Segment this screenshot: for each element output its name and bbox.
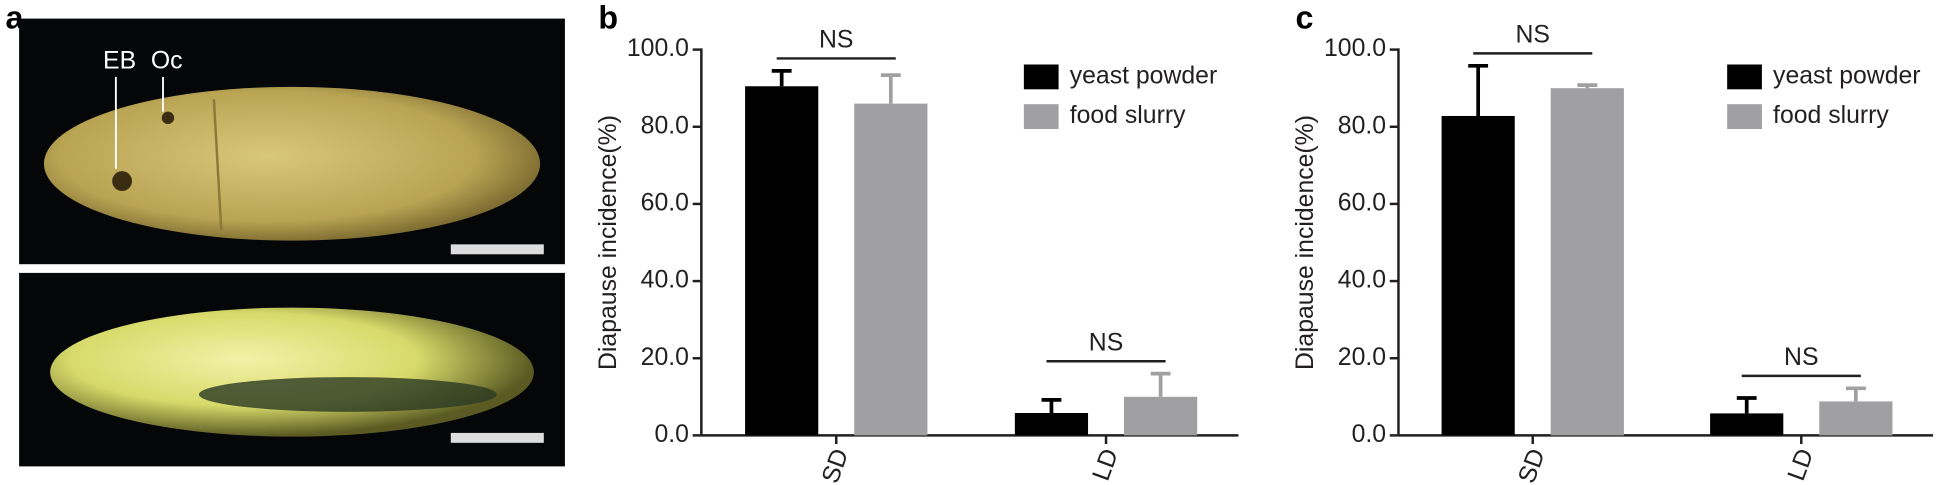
y-tick-label: 20.0 <box>1338 344 1386 371</box>
bar <box>1014 413 1089 436</box>
legend-label: food slurry <box>1070 102 1186 129</box>
bar <box>1441 115 1515 436</box>
x-tick-label: SD <box>817 445 854 485</box>
y-tick-label: 0.0 <box>1352 421 1386 448</box>
y-axis-label: Diapause incidence(%) <box>1292 115 1319 370</box>
bar <box>745 86 819 436</box>
egg-seam <box>212 99 223 231</box>
significance-label: NS <box>1784 344 1818 371</box>
error-bar <box>771 68 792 87</box>
bar <box>1710 413 1784 436</box>
legend-swatch <box>1023 64 1059 90</box>
photo-label: Oc <box>151 48 183 75</box>
legend-label: food slurry <box>1773 102 1889 129</box>
photo-label: EB <box>103 48 136 75</box>
legend-label: yeast powder <box>1773 62 1921 89</box>
significance-label: NS <box>1516 22 1550 49</box>
egg <box>43 86 541 241</box>
y-tick-label: 80.0 <box>1338 112 1386 139</box>
bar <box>1550 88 1624 436</box>
legend-swatch <box>1727 64 1762 90</box>
panel-label: c <box>1296 0 1314 35</box>
error-bar <box>1845 386 1866 402</box>
error-bar <box>1468 63 1489 116</box>
legend-swatch <box>1023 104 1059 130</box>
x-tick-label: SD <box>1514 445 1551 485</box>
bar <box>1124 396 1198 436</box>
ocellus <box>161 111 175 125</box>
x-tick-label: LD <box>1783 445 1819 484</box>
significance-label: NS <box>1089 329 1123 356</box>
error-bar <box>1577 83 1598 89</box>
error-bar <box>1041 398 1062 414</box>
significance-label: NS <box>819 27 853 54</box>
bar <box>854 103 928 436</box>
egg <box>50 307 534 437</box>
scale-bar <box>450 244 544 255</box>
error-bar <box>880 73 901 104</box>
bar <box>1819 401 1893 436</box>
y-tick-label: 80.0 <box>641 112 689 139</box>
x-tick-label: LD <box>1088 445 1124 484</box>
legend-swatch <box>1727 104 1762 130</box>
error-bar <box>1736 396 1757 414</box>
y-tick-label: 40.0 <box>1338 267 1386 294</box>
panel-label: b <box>598 0 618 35</box>
y-tick-label: 100.0 <box>627 35 689 62</box>
error-bar <box>1150 371 1171 397</box>
y-tick-label: 20.0 <box>641 344 689 371</box>
legend-label: yeast powder <box>1070 62 1218 89</box>
y-tick-label: 60.0 <box>641 189 689 216</box>
y-tick-label: 100.0 <box>1324 35 1386 62</box>
y-tick-label: 40.0 <box>641 267 689 294</box>
egg-shadow <box>198 377 497 412</box>
scale-bar <box>450 432 544 443</box>
y-tick-label: 60.0 <box>1338 189 1386 216</box>
y-tick-label: 0.0 <box>654 421 688 448</box>
y-axis-label: Diapause incidence(%) <box>595 115 622 370</box>
eye-spot <box>112 171 133 192</box>
